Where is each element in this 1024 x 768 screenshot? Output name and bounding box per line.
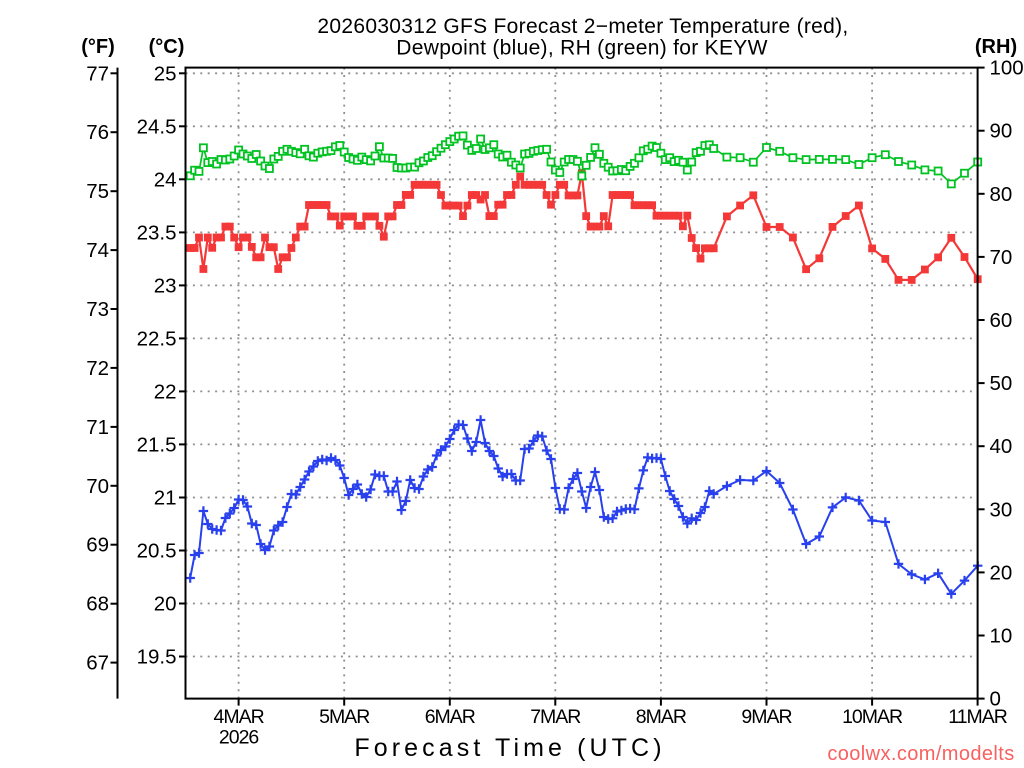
svg-text:24.5: 24.5	[137, 115, 177, 138]
svg-text:40: 40	[990, 435, 1013, 458]
svg-text:22: 22	[154, 380, 177, 403]
svg-text:25: 25	[154, 62, 177, 85]
svg-text:20.5: 20.5	[137, 540, 177, 563]
svg-text:5MAR: 5MAR	[319, 706, 370, 728]
svg-text:75: 75	[86, 180, 109, 203]
svg-text:Forecast Time (UTC): Forecast Time (UTC)	[354, 734, 665, 762]
svg-text:coolwx.com/modelts: coolwx.com/modelts	[827, 743, 1014, 765]
svg-text:71: 71	[86, 416, 109, 439]
svg-text:8MAR: 8MAR	[636, 706, 687, 728]
svg-text:11MAR: 11MAR	[948, 706, 1007, 728]
svg-text:20: 20	[990, 561, 1013, 584]
svg-text:Dewpoint (blue), RH (green) fo: Dewpoint (blue), RH (green) for KEYW	[396, 37, 767, 60]
svg-text:67: 67	[86, 652, 109, 675]
svg-text:9MAR: 9MAR	[741, 706, 792, 728]
svg-text:10: 10	[990, 625, 1013, 648]
svg-text:22.5: 22.5	[137, 327, 177, 350]
svg-text:6MAR: 6MAR	[425, 706, 476, 728]
svg-text:0: 0	[990, 688, 1001, 711]
svg-text:4MAR: 4MAR	[214, 706, 265, 728]
svg-text:21.5: 21.5	[137, 433, 177, 456]
svg-text:73: 73	[86, 298, 109, 321]
svg-text:50: 50	[990, 372, 1013, 395]
svg-text:70: 70	[86, 475, 109, 498]
svg-text:70: 70	[990, 246, 1013, 269]
svg-text:23: 23	[154, 274, 177, 297]
svg-text:68: 68	[86, 593, 109, 616]
svg-text:77: 77	[86, 62, 109, 85]
svg-text:21: 21	[154, 487, 177, 510]
svg-text:90: 90	[990, 120, 1013, 143]
svg-text:72: 72	[86, 357, 109, 380]
svg-text:10MAR: 10MAR	[842, 706, 903, 728]
svg-text:7MAR: 7MAR	[530, 706, 581, 728]
svg-text:23.5: 23.5	[137, 221, 177, 244]
svg-text:74: 74	[86, 239, 109, 262]
svg-text:100: 100	[990, 57, 1024, 80]
svg-text:80: 80	[990, 183, 1013, 206]
svg-text:(RH): (RH)	[975, 36, 1017, 58]
svg-text:(°C): (°C)	[149, 36, 185, 58]
svg-text:20: 20	[154, 593, 177, 616]
svg-text:24: 24	[154, 168, 177, 191]
svg-text:30: 30	[990, 498, 1013, 521]
svg-text:2026030312 GFS Forecast 2−mete: 2026030312 GFS Forecast 2−meter Temperat…	[317, 15, 848, 38]
svg-text:60: 60	[990, 309, 1013, 332]
svg-text:2026: 2026	[219, 727, 259, 749]
svg-text:69: 69	[86, 534, 109, 557]
svg-text:76: 76	[86, 121, 109, 144]
svg-text:19.5: 19.5	[137, 646, 177, 669]
svg-text:(°F): (°F)	[81, 36, 115, 58]
